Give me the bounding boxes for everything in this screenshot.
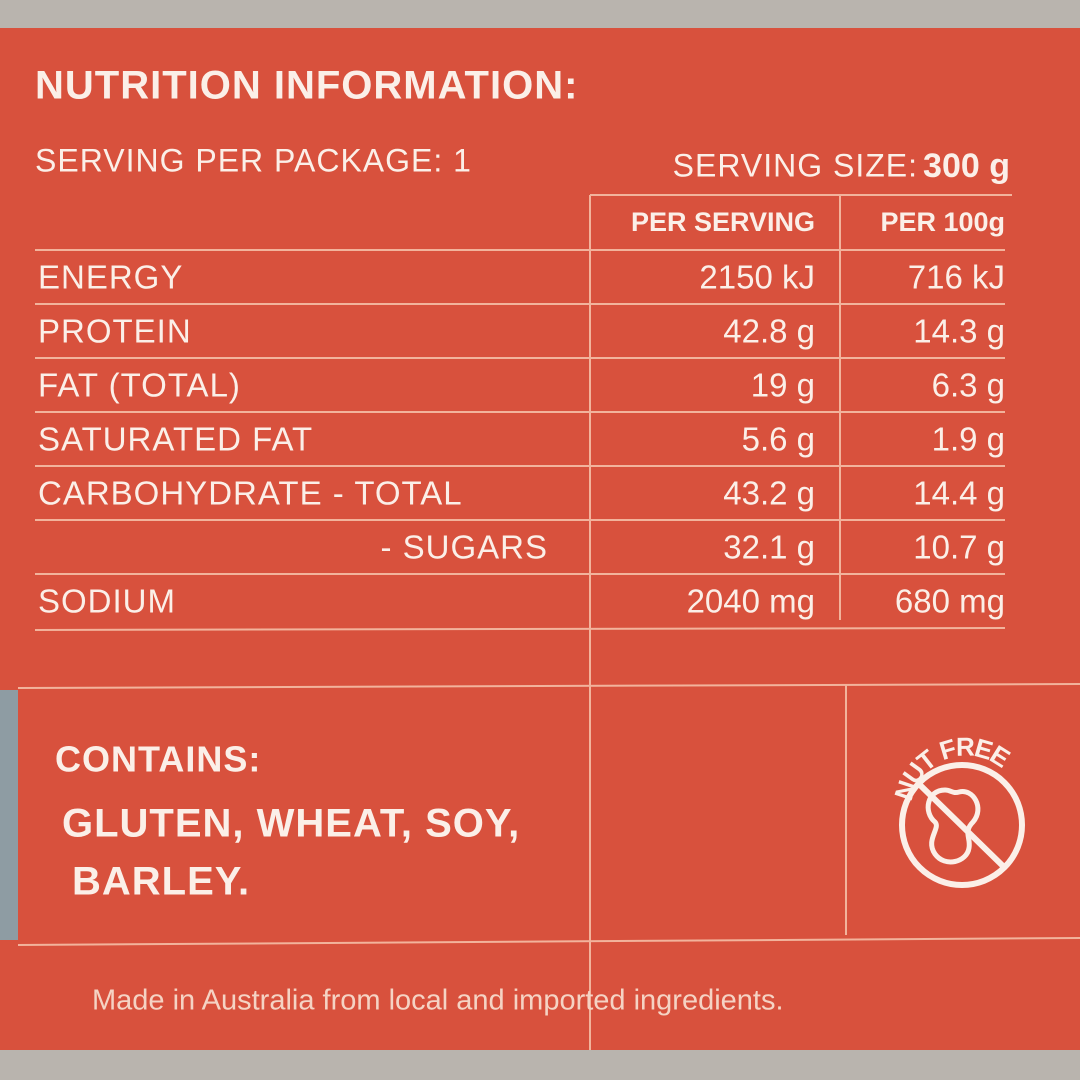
row-label: FAT (TOTAL) bbox=[38, 367, 241, 404]
row-label: SATURATED FAT bbox=[38, 421, 313, 458]
serving-size-label: SERVING SIZE: bbox=[673, 147, 918, 183]
row-value: 14.4 g bbox=[913, 475, 1005, 512]
row-value: 10.7 g bbox=[913, 529, 1005, 566]
row-label: - SUGARS bbox=[380, 529, 548, 566]
serving-size-value: 300 g bbox=[923, 147, 1010, 185]
peanut-icon bbox=[925, 787, 981, 865]
badge-slash bbox=[917, 782, 1008, 871]
allergens-line: BARLEY. bbox=[72, 860, 250, 904]
serving-per-package: SERVING PER PACKAGE: 1 bbox=[35, 142, 472, 178]
row-rule bbox=[34, 627, 1006, 631]
row-label: CARBOHYDRATE - TOTAL bbox=[38, 475, 463, 512]
row-value: 43.2 g bbox=[723, 475, 815, 512]
package-edge bbox=[0, 690, 18, 940]
column-header: PER 100g bbox=[880, 207, 1005, 237]
row-value: 2040 mg bbox=[687, 583, 815, 620]
row-value: 14.3 g bbox=[913, 313, 1005, 350]
row-value: 2150 kJ bbox=[699, 259, 815, 296]
row-value: 1.9 g bbox=[932, 421, 1005, 458]
row-label: SODIUM bbox=[38, 583, 176, 620]
nutrition-table: PER SERVING PER 100g ENERGY 2150 kJ 716 kJ PR… bbox=[34, 194, 1012, 1050]
section-rule bbox=[17, 937, 1080, 946]
row-value: 5.6 g bbox=[742, 421, 815, 458]
row-value: 19 g bbox=[751, 367, 815, 404]
row-value: 32.1 g bbox=[723, 529, 815, 566]
badge-circle bbox=[899, 762, 1025, 888]
section-rule bbox=[17, 683, 1080, 689]
row-label: PROTEIN bbox=[38, 313, 192, 350]
allergens-heading: CONTAINS: bbox=[55, 739, 261, 780]
row-value: 6.3 g bbox=[932, 367, 1005, 404]
row-value: 42.8 g bbox=[723, 313, 815, 350]
row-label: ENERGY bbox=[38, 259, 183, 296]
label-panel bbox=[0, 28, 1080, 1050]
allergens-line: GLUTEN, WHEAT, SOY, bbox=[62, 802, 520, 846]
title: NUTRITION INFORMATION: bbox=[35, 64, 578, 108]
row-value: 716 kJ bbox=[908, 259, 1005, 296]
row-value: 680 mg bbox=[895, 583, 1005, 620]
footer-text: Made in Australia from local and importe… bbox=[92, 985, 784, 1017]
column-header: PER SERVING bbox=[631, 207, 815, 237]
